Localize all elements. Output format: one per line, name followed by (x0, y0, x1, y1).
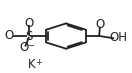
Text: −: − (27, 41, 34, 50)
Text: O: O (24, 17, 33, 30)
Text: S: S (25, 30, 32, 43)
Text: +: + (36, 58, 42, 67)
Text: O: O (95, 18, 105, 31)
Text: O: O (20, 41, 29, 54)
Text: O: O (5, 29, 14, 42)
Text: K: K (28, 58, 36, 71)
Text: OH: OH (110, 31, 128, 44)
